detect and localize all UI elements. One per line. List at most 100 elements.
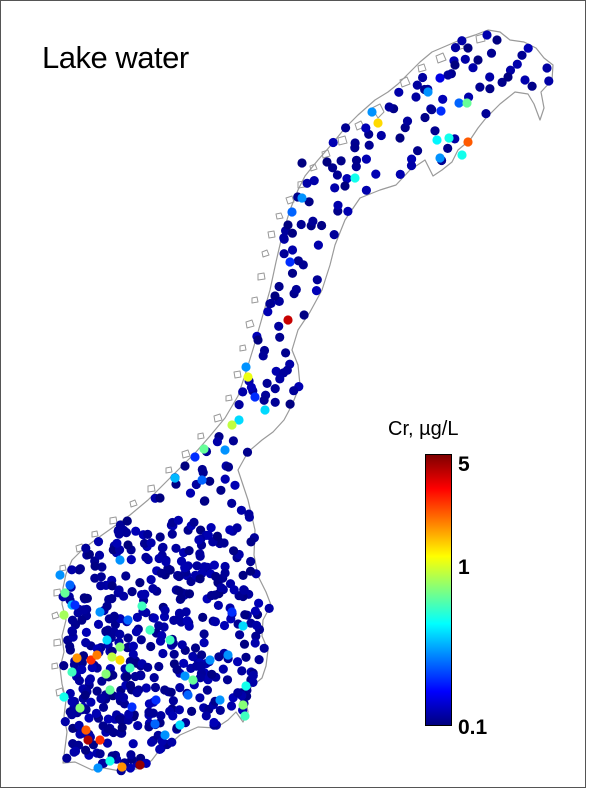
sample-point bbox=[146, 641, 156, 652]
sample-point bbox=[59, 692, 69, 702]
sample-point bbox=[147, 737, 157, 747]
sample-point bbox=[262, 378, 272, 388]
sample-point bbox=[104, 594, 114, 605]
sample-point bbox=[454, 98, 464, 108]
sample-point bbox=[246, 556, 256, 567]
sample-point bbox=[299, 310, 309, 320]
sample-point bbox=[254, 655, 264, 665]
sample-point bbox=[430, 126, 440, 136]
sample-point bbox=[175, 720, 185, 730]
sample-point bbox=[544, 76, 554, 86]
sample-point bbox=[150, 682, 161, 693]
sample-point bbox=[285, 399, 295, 409]
sample-point bbox=[240, 711, 250, 721]
sample-point bbox=[105, 685, 115, 695]
sample-point bbox=[125, 663, 135, 673]
sample-point bbox=[103, 714, 113, 724]
sample-point bbox=[291, 284, 301, 295]
sample-point bbox=[92, 650, 102, 660]
sample-point bbox=[124, 709, 134, 719]
sample-point bbox=[232, 523, 242, 533]
sample-point bbox=[282, 365, 292, 375]
sample-point bbox=[95, 735, 105, 745]
sample-point bbox=[285, 257, 295, 267]
sample-point bbox=[201, 711, 211, 721]
legend-tick-max: 5 bbox=[458, 453, 470, 476]
sample-point bbox=[209, 717, 219, 728]
sample-point bbox=[243, 372, 253, 382]
sample-point bbox=[195, 693, 205, 703]
sample-point bbox=[137, 601, 147, 611]
sample-point bbox=[96, 694, 106, 704]
sample-point bbox=[328, 163, 338, 173]
sample-point bbox=[60, 588, 70, 598]
sample-point bbox=[126, 750, 136, 760]
sample-point bbox=[172, 664, 182, 675]
sample-point bbox=[297, 158, 307, 168]
sample-point bbox=[145, 625, 155, 635]
legend-tick-min: 0.1 bbox=[458, 716, 488, 739]
sample-point bbox=[220, 561, 230, 572]
sample-point bbox=[85, 674, 95, 684]
sample-point bbox=[517, 50, 527, 60]
sample-point bbox=[432, 135, 442, 145]
sample-point bbox=[67, 667, 77, 677]
sample-point bbox=[121, 571, 131, 581]
sample-point bbox=[213, 600, 223, 611]
sample-point bbox=[171, 543, 181, 553]
sample-point bbox=[206, 590, 216, 601]
sample-point bbox=[169, 615, 179, 626]
sample-point bbox=[220, 474, 230, 484]
sample-point bbox=[65, 645, 75, 655]
sample-point bbox=[260, 405, 270, 415]
sample-point bbox=[435, 73, 445, 83]
sample-point bbox=[92, 686, 102, 696]
sample-point bbox=[199, 629, 209, 639]
sample-point bbox=[228, 436, 238, 446]
sample-point bbox=[241, 681, 251, 691]
sample-point bbox=[332, 170, 342, 180]
sample-point bbox=[214, 652, 224, 662]
sample-point bbox=[206, 523, 216, 533]
sample-point bbox=[457, 36, 467, 46]
sample-point bbox=[143, 662, 153, 673]
sample-point bbox=[122, 672, 132, 682]
sample-point bbox=[220, 445, 230, 455]
sample-point bbox=[485, 84, 495, 94]
sample-point bbox=[207, 669, 217, 679]
sample-point bbox=[183, 690, 193, 700]
sample-point bbox=[270, 291, 280, 301]
sample-point bbox=[199, 496, 209, 506]
sample-point bbox=[302, 178, 312, 188]
sample-point bbox=[59, 610, 69, 620]
sample-point bbox=[195, 549, 205, 559]
sample-point bbox=[79, 605, 89, 615]
sample-point bbox=[135, 760, 145, 770]
sample-point bbox=[87, 662, 97, 673]
sample-point bbox=[304, 197, 314, 207]
sample-point bbox=[270, 397, 280, 407]
sample-point bbox=[173, 515, 183, 525]
sample-point bbox=[91, 708, 101, 719]
sample-point bbox=[226, 701, 237, 711]
sample-point bbox=[117, 723, 127, 733]
sample-point bbox=[234, 415, 244, 425]
sample-point bbox=[497, 77, 507, 87]
sample-point bbox=[156, 568, 166, 578]
sample-point bbox=[342, 174, 352, 184]
sample-point bbox=[246, 382, 256, 392]
sample-point bbox=[463, 137, 473, 147]
sample-point bbox=[93, 537, 104, 547]
sample-point bbox=[279, 233, 289, 243]
sample-point bbox=[180, 563, 190, 573]
sample-point bbox=[250, 392, 260, 402]
sample-point bbox=[115, 642, 125, 652]
sample-point bbox=[259, 643, 269, 653]
sample-point bbox=[67, 615, 78, 625]
sample-point bbox=[264, 603, 274, 614]
sample-point bbox=[185, 488, 196, 498]
sample-point bbox=[190, 643, 201, 653]
sample-point bbox=[309, 176, 319, 186]
sample-point bbox=[114, 691, 124, 701]
